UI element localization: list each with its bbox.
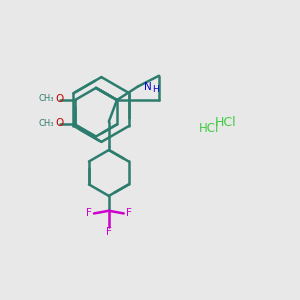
Text: HCl: HCl (215, 116, 236, 130)
Text: HCl: HCl (199, 122, 220, 135)
Text: O: O (56, 94, 64, 104)
Text: N: N (144, 82, 152, 92)
Text: H: H (152, 85, 159, 94)
Text: O: O (56, 118, 64, 128)
Text: F: F (126, 208, 131, 218)
Text: CH₃: CH₃ (38, 94, 54, 103)
Text: CH₃: CH₃ (38, 118, 54, 127)
Text: F: F (86, 208, 92, 218)
Text: F: F (106, 227, 112, 237)
